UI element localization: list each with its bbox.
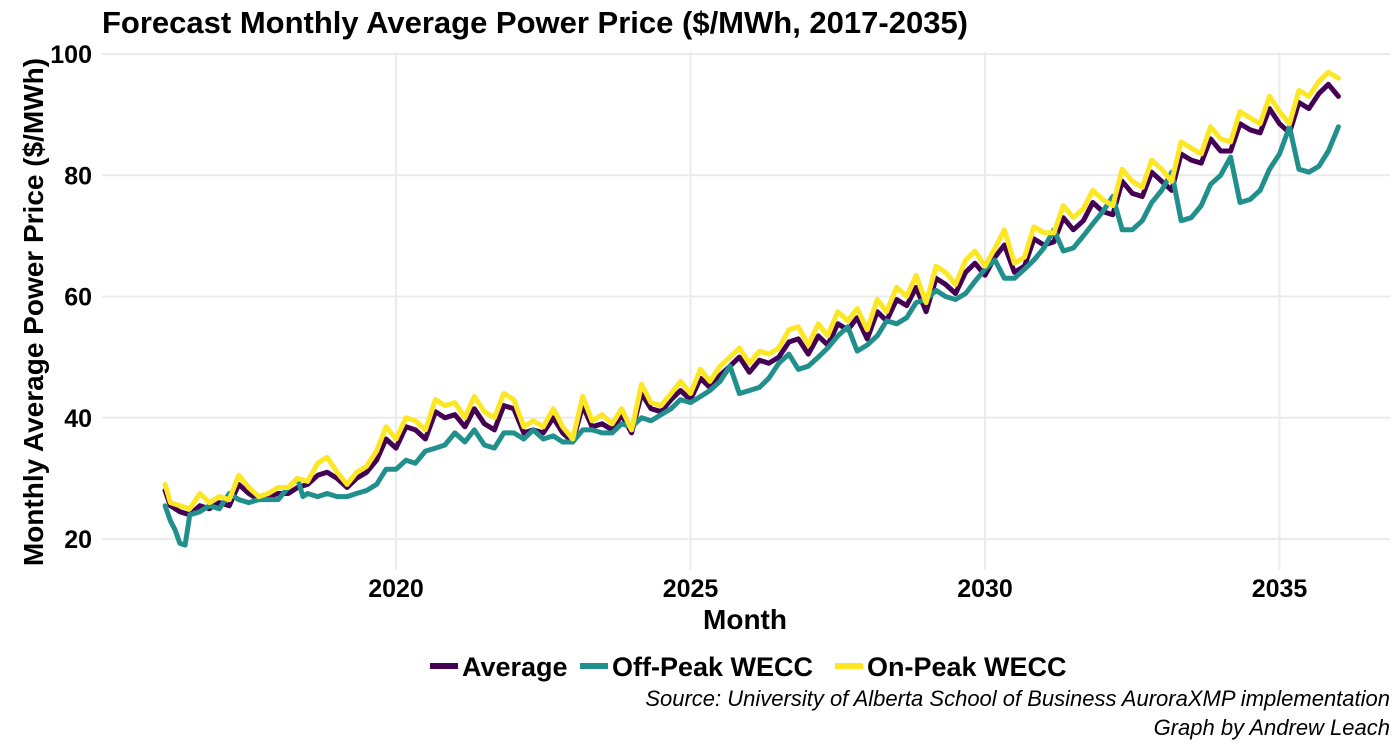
x-tick-label: 2025 [663, 575, 719, 603]
y-tick-label: 60 [64, 284, 92, 312]
y-tick-label: 40 [64, 405, 92, 433]
legend-label: Average [462, 652, 568, 682]
x-tick-label: 2020 [368, 575, 424, 603]
caption-author: Graph by Andrew Leach [1154, 715, 1390, 740]
series-line-off-peak-wecc [162, 124, 1341, 548]
legend-label: On-Peak WECC [867, 652, 1067, 682]
series-line-on-peak-wecc [162, 69, 1341, 512]
y-axis-ticks: 20 40 60 80 100 [50, 41, 92, 554]
y-axis-title: Monthly Average Power Price ($/MWh) [18, 58, 49, 566]
x-axis-title: Month [703, 604, 787, 635]
legend-label: Off-Peak WECC [612, 652, 813, 682]
caption-source: Source: University of Alberta School of … [645, 686, 1390, 711]
y-tick-label: 100 [50, 41, 92, 69]
grid [102, 52, 1390, 570]
series-line-average [162, 81, 1341, 518]
x-tick-label: 2035 [1252, 575, 1308, 603]
y-tick-label: 20 [64, 526, 92, 554]
legend: Average Off-Peak WECC On-Peak WECC [430, 652, 1067, 682]
x-tick-label: 2030 [957, 575, 1013, 603]
series-lines [162, 69, 1341, 548]
x-axis-ticks: 2020 2025 2030 2035 [368, 575, 1307, 603]
y-tick-label: 80 [64, 162, 92, 190]
chart-title: Forecast Monthly Average Power Price ($/… [102, 5, 968, 40]
